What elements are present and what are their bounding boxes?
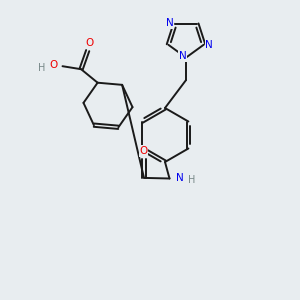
Text: N: N [205,40,213,50]
Text: H: H [188,175,196,185]
Text: N: N [178,51,186,61]
Text: O: O [139,146,148,156]
Text: H: H [38,63,46,73]
Text: N: N [166,18,173,28]
Text: O: O [50,60,58,70]
Text: N: N [176,173,184,183]
Text: O: O [85,38,93,47]
